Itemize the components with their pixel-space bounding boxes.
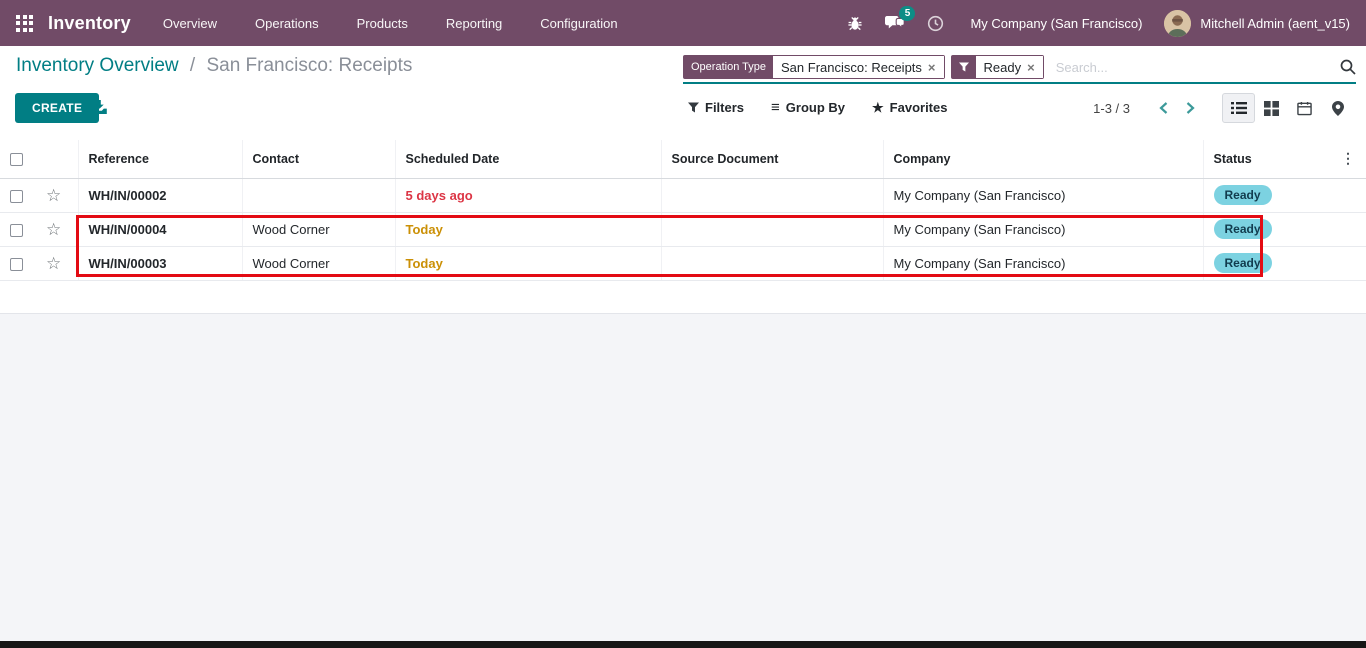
favorite-star-icon: ★	[872, 99, 884, 115]
optional-columns-icon[interactable]: ⋮	[1341, 150, 1355, 167]
filter-icon	[951, 56, 976, 78]
cell-contact[interactable]: Wood Corner	[241, 212, 395, 247]
column-header-scheduled-date[interactable]: Scheduled Date	[394, 140, 661, 179]
app-name[interactable]: Inventory	[48, 12, 131, 33]
menu-item-overview[interactable]: Overview	[162, 15, 218, 31]
cell-company[interactable]: My Company (San Francisco)	[882, 212, 1203, 247]
cell-reference[interactable]: WH/IN/00002	[77, 178, 242, 213]
menu-item-operations[interactable]: Operations	[255, 15, 319, 31]
table-footer-space	[0, 280, 1366, 314]
table-row[interactable]: ☆ WH/IN/00004 Wood Corner Today My Compa…	[0, 212, 1366, 247]
create-button[interactable]: CREATE	[15, 93, 100, 123]
column-header-company[interactable]: Company	[882, 140, 1203, 179]
pager-previous-icon[interactable]	[1150, 97, 1177, 119]
pager-counter: 1-3 / 3	[1093, 100, 1130, 116]
content-sheet: Inventory Overview / San Francisco: Rece…	[0, 46, 1366, 314]
search-facet-ready: Ready ×	[950, 55, 1044, 79]
top-navbar: Inventory Overview Operations Products R…	[0, 0, 1366, 46]
user-menu[interactable]: Mitchell Admin (aent_v15)	[1164, 9, 1350, 37]
messages-icon[interactable]: 5	[885, 6, 916, 31]
list-view-icon[interactable]	[1222, 93, 1255, 123]
status-badge: Ready	[1213, 219, 1272, 239]
cell-contact[interactable]: Wood Corner	[241, 246, 395, 281]
facet-category-label: Operation Type	[684, 56, 774, 78]
user-name: Mitchell Admin (aent_v15)	[1200, 15, 1350, 31]
filters-button[interactable]: Filters	[688, 99, 744, 116]
view-switcher	[1222, 93, 1354, 123]
table-row[interactable]: ☆ WH/IN/00002 5 days ago My Company (San…	[0, 178, 1366, 213]
menu-item-configuration[interactable]: Configuration	[540, 15, 618, 31]
cell-contact[interactable]	[241, 178, 395, 213]
activities-clock-icon[interactable]	[927, 15, 944, 32]
column-header-reference[interactable]: Reference	[77, 140, 242, 179]
search-input[interactable]	[1055, 59, 1340, 75]
select-all-checkbox[interactable]	[10, 152, 23, 166]
favorites-button[interactable]: ★ Favorites	[872, 99, 948, 116]
cell-scheduled-date[interactable]: 5 days ago	[394, 178, 661, 213]
column-header-source-document[interactable]: Source Document	[660, 140, 883, 179]
cell-scheduled-date[interactable]: Today	[394, 246, 661, 281]
star-icon[interactable]: ☆	[46, 185, 62, 205]
breadcrumb-separator: /	[189, 55, 196, 76]
user-avatar	[1164, 9, 1192, 37]
main-menu: Overview Operations Products Reporting C…	[161, 10, 620, 37]
status-badge: Ready	[1213, 185, 1272, 205]
cell-source-document[interactable]	[660, 246, 883, 281]
kanban-view-icon[interactable]	[1255, 93, 1288, 123]
cell-reference[interactable]: WH/IN/00004	[77, 212, 242, 247]
cell-company[interactable]: My Company (San Francisco)	[882, 178, 1203, 213]
status-badge: Ready	[1213, 253, 1272, 273]
column-header-contact[interactable]: Contact	[241, 140, 395, 179]
filter-icon	[688, 102, 699, 113]
column-header-status[interactable]: Status	[1202, 140, 1331, 179]
export-download-icon[interactable]	[91, 99, 108, 118]
control-panel-buttons: CREATE Filters ≡ Group By ★ Favorites 1-…	[0, 88, 1366, 128]
apps-menu-icon[interactable]	[16, 14, 33, 32]
calendar-view-icon[interactable]	[1288, 93, 1321, 123]
search-icon[interactable]	[1340, 59, 1356, 75]
row-checkbox[interactable]	[10, 223, 23, 237]
search-bar: Operation Type San Francisco: Receipts ×…	[683, 54, 1356, 84]
search-option-buttons: Filters ≡ Group By ★ Favorites	[688, 99, 947, 116]
row-checkbox[interactable]	[10, 189, 23, 203]
group-by-icon: ≡	[771, 99, 780, 116]
records-table: Reference Contact Scheduled Date Source …	[0, 140, 1366, 281]
control-panel-top: Inventory Overview / San Francisco: Rece…	[0, 46, 1366, 88]
pager-and-views: 1-3 / 3	[1093, 93, 1354, 123]
menu-item-products[interactable]: Products	[356, 15, 408, 31]
search-facet-operation-type: Operation Type San Francisco: Receipts ×	[683, 55, 945, 79]
cell-scheduled-date[interactable]: Today	[394, 212, 661, 247]
cell-source-document[interactable]	[660, 212, 883, 247]
map-view-icon[interactable]	[1321, 93, 1354, 123]
cell-source-document[interactable]	[660, 178, 883, 213]
group-by-button[interactable]: ≡ Group By	[771, 99, 846, 116]
navbar-right: 5 My Company (San Francisco) Mitchell Ad…	[847, 6, 1350, 37]
window-bottom-edge	[0, 641, 1366, 648]
message-count-badge: 5	[899, 6, 916, 21]
facet-value: San Francisco: Receipts	[781, 59, 922, 75]
bug-icon[interactable]	[847, 15, 863, 32]
star-icon[interactable]: ☆	[46, 219, 62, 239]
cell-reference[interactable]: WH/IN/00003	[77, 246, 242, 281]
facet-value: Ready	[983, 59, 1022, 75]
menu-item-reporting[interactable]: Reporting	[445, 15, 503, 31]
row-checkbox[interactable]	[10, 257, 23, 271]
table-header-row: Reference Contact Scheduled Date Source …	[0, 140, 1366, 179]
company-switcher[interactable]: My Company (San Francisco)	[970, 15, 1143, 31]
facet-remove-icon[interactable]: ×	[1027, 59, 1035, 75]
table-row[interactable]: ☆ WH/IN/00003 Wood Corner Today My Compa…	[0, 246, 1366, 281]
breadcrumb: Inventory Overview / San Francisco: Rece…	[16, 55, 412, 77]
star-icon[interactable]: ☆	[46, 253, 62, 273]
breadcrumb-current: San Francisco: Receipts	[206, 55, 413, 76]
cell-company[interactable]: My Company (San Francisco)	[882, 246, 1203, 281]
breadcrumb-parent-link[interactable]: Inventory Overview	[16, 55, 179, 76]
facet-remove-icon[interactable]: ×	[927, 59, 936, 75]
pager-next-icon[interactable]	[1177, 97, 1204, 119]
